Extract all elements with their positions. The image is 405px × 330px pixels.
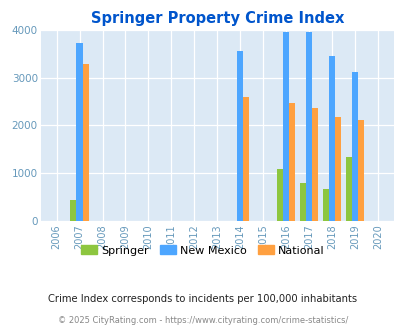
Bar (311, 108, 318, 221)
Bar (322, 188, 328, 221)
Bar (76, 43, 83, 221)
Bar (83, 64, 89, 221)
Text: © 2025 CityRating.com - https://www.cityrating.com/crime-statistics/: © 2025 CityRating.com - https://www.city… (58, 316, 347, 325)
Bar (288, 103, 294, 221)
Bar (282, 32, 288, 221)
Bar (70, 200, 76, 221)
Title: Springer Property Crime Index: Springer Property Crime Index (90, 11, 343, 26)
Bar (345, 156, 351, 221)
Bar (334, 117, 340, 221)
Bar (351, 72, 357, 221)
Bar (305, 32, 311, 221)
Bar (243, 97, 249, 221)
Legend: Springer, New Mexico, National: Springer, New Mexico, National (77, 241, 328, 260)
Bar (357, 120, 363, 221)
Bar (276, 169, 282, 221)
Bar (328, 56, 334, 221)
Bar (237, 51, 243, 221)
Text: Crime Index corresponds to incidents per 100,000 inhabitants: Crime Index corresponds to incidents per… (48, 294, 357, 304)
Bar (299, 183, 305, 221)
